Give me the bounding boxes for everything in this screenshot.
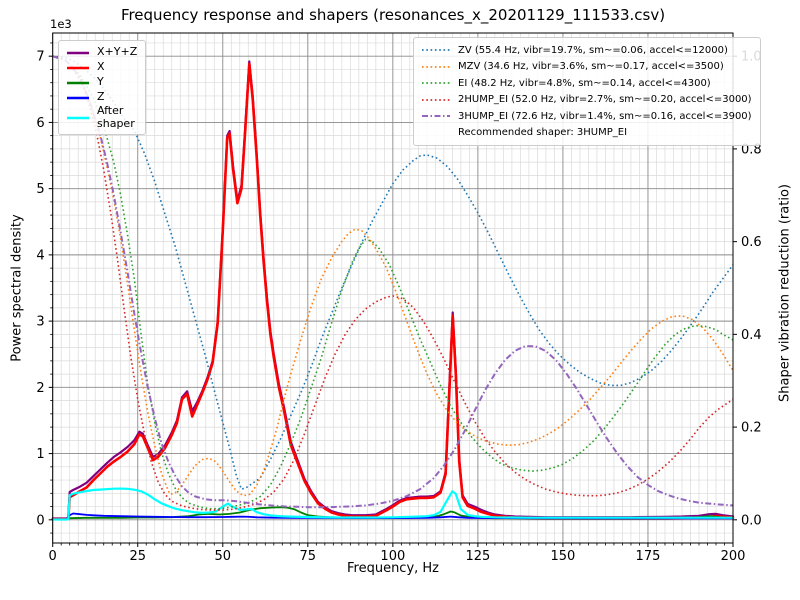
legend-item-label: 2HUMP_EI (52.0 Hz, vibr=2.7%, sm~=0.20, …: [458, 94, 752, 105]
svg-text:3: 3: [36, 315, 44, 330]
svg-text:0.8: 0.8: [741, 142, 762, 157]
legend-item-label: X: [97, 60, 105, 74]
svg-text:7: 7: [36, 50, 44, 65]
svg-text:75: 75: [300, 549, 317, 564]
legend-item-label: 3HUMP_EI (72.6 Hz, vibr=1.4%, sm~=0.16, …: [458, 110, 752, 122]
svg-text:150: 150: [551, 549, 576, 564]
svg-text:6: 6: [36, 116, 44, 131]
y-axis-label-left: Power spectral density: [9, 214, 25, 362]
svg-text:5: 5: [36, 182, 44, 197]
legend-line-sample: [67, 96, 89, 99]
svg-text:0.4: 0.4: [741, 328, 762, 343]
svg-text:125: 125: [465, 549, 490, 564]
legend-item-label: X+Y+Z: [97, 45, 138, 59]
svg-text:50: 50: [215, 549, 232, 564]
svg-text:2: 2: [36, 381, 44, 396]
svg-text:0.2: 0.2: [741, 421, 762, 436]
legend-line-sample: [422, 115, 450, 118]
y-axis-label-right: Shaper vibration reduction (ratio): [777, 184, 793, 402]
legend-item: X+Y+Z: [66, 45, 137, 60]
legend-item-label: Z: [97, 90, 105, 104]
legend-item: MZV (34.6 Hz, vibr=3.6%, sm~=0.17, accel…: [421, 59, 752, 76]
legend-item: 3HUMP_EI (72.6 Hz, vibr=1.4%, sm~=0.16, …: [421, 108, 752, 125]
legend-line-sample: [67, 116, 89, 119]
shaper-legend: ZV (55.4 Hz, vibr=19.7%, sm~=0.06, accel…: [413, 37, 761, 146]
legend-item: Z: [66, 90, 137, 105]
svg-text:0.0: 0.0: [741, 513, 762, 528]
legend-item: Recommended shaper: 3HUMP_EI: [421, 125, 752, 142]
legend-line-sample: [422, 49, 450, 52]
legend-item-label: Y: [97, 75, 104, 89]
legend-item: X: [66, 60, 137, 75]
x-axis-label: Frequency, Hz: [346, 561, 440, 576]
chart-title: Frequency response and shapers (resonanc…: [120, 6, 666, 24]
legend-line-sample: [67, 66, 89, 69]
svg-text:0.6: 0.6: [741, 235, 762, 250]
legend-line-sample: [67, 51, 89, 54]
svg-text:0: 0: [36, 513, 44, 528]
legend-item-label: MZV (34.6 Hz, vibr=3.6%, sm~=0.17, accel…: [458, 61, 724, 72]
legend-item: After shaper: [66, 104, 137, 130]
svg-text:1: 1: [36, 447, 44, 462]
legend-item-label: Recommended shaper: 3HUMP_EI: [458, 127, 628, 138]
svg-text:100: 100: [380, 549, 405, 564]
svg-text:175: 175: [636, 549, 661, 564]
legend-item: Y: [66, 75, 137, 90]
svg-text:4: 4: [36, 248, 44, 263]
psd-legend: X+Y+Z X Y Z After shaper: [58, 40, 147, 136]
y-axis-multiplier: 1e3: [50, 17, 72, 31]
svg-text:200: 200: [721, 549, 746, 564]
legend-line-sample: [422, 98, 450, 101]
legend-item: EI (48.2 Hz, vibr=4.8%, sm~=0.14, accel<…: [421, 75, 752, 92]
legend-item: 2HUMP_EI (52.0 Hz, vibr=2.7%, sm~=0.20, …: [421, 92, 752, 109]
legend-line-sample: [67, 81, 89, 84]
legend-line-sample: [422, 65, 450, 68]
svg-text:0: 0: [49, 549, 57, 564]
legend-spacer: [421, 131, 451, 135]
svg-text:25: 25: [129, 549, 146, 564]
legend-item-label: After shaper: [97, 104, 135, 130]
legend-item-label: ZV (55.4 Hz, vibr=19.7%, sm~=0.06, accel…: [458, 44, 728, 56]
legend-item-label: EI (48.2 Hz, vibr=4.8%, sm~=0.14, accel<…: [458, 77, 711, 89]
legend-item: ZV (55.4 Hz, vibr=19.7%, sm~=0.06, accel…: [421, 42, 752, 59]
legend-line-sample: [422, 82, 450, 85]
